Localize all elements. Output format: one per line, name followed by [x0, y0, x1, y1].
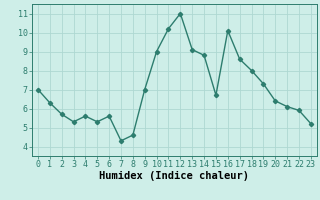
X-axis label: Humidex (Indice chaleur): Humidex (Indice chaleur) [100, 171, 249, 181]
